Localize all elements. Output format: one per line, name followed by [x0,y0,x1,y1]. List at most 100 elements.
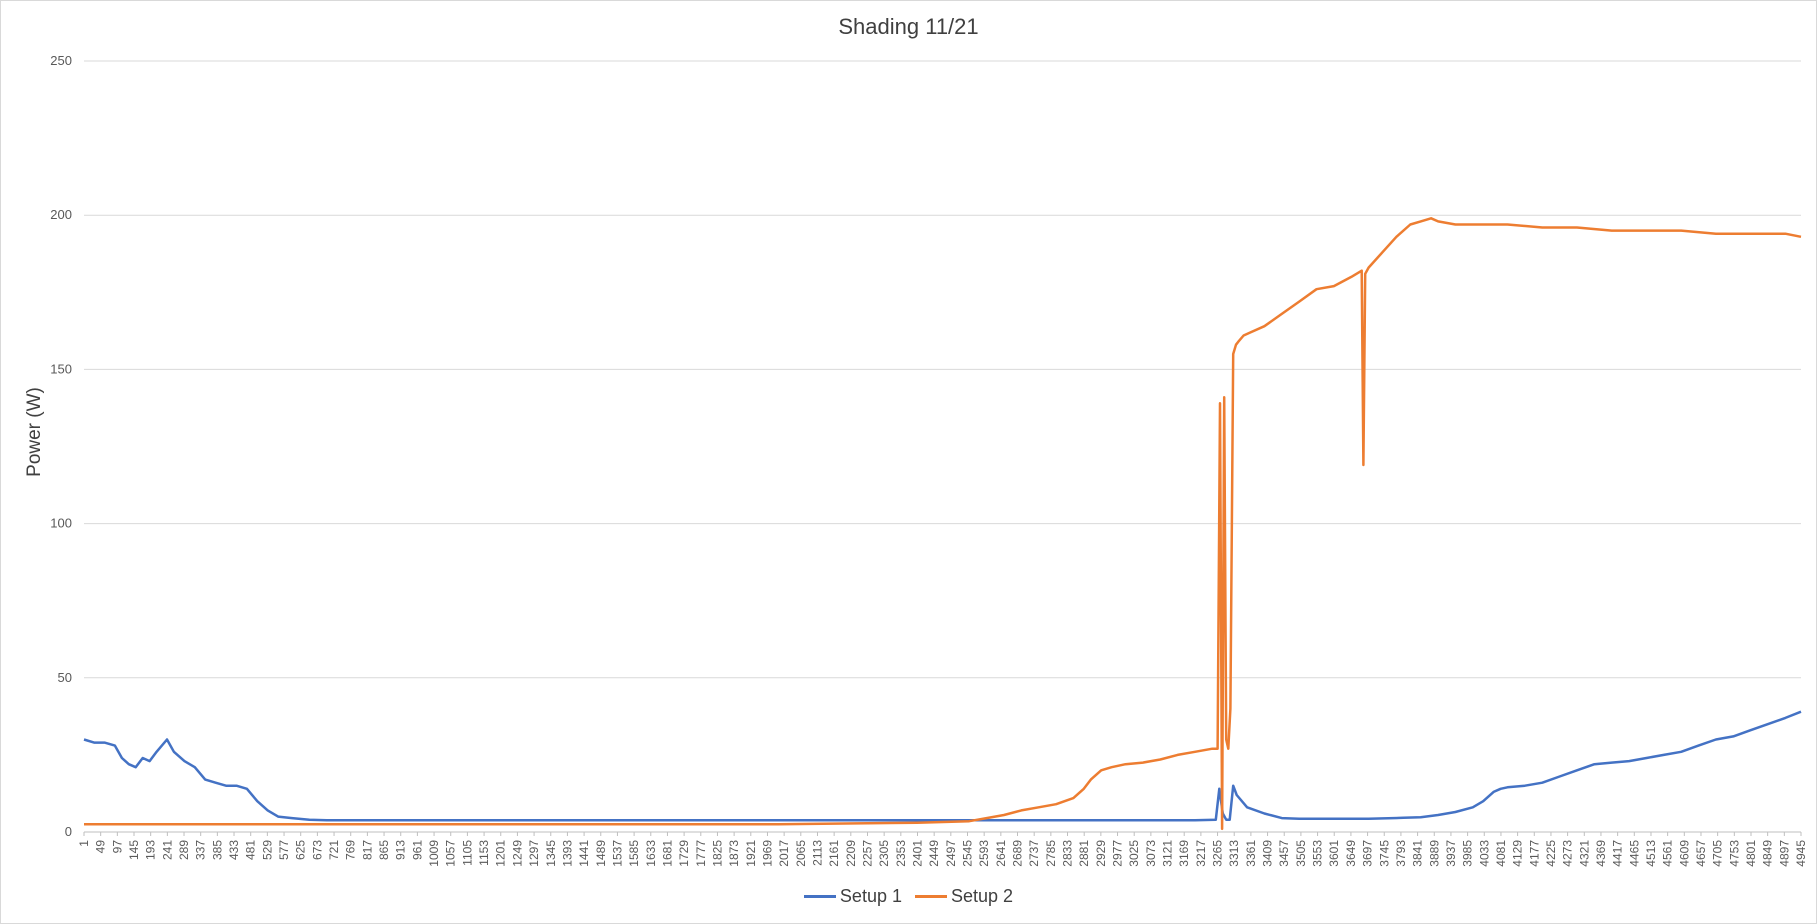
x-tick-label: 769 [344,840,358,860]
x-tick-label: 4225 [1544,840,1558,867]
x-tick-label: 3025 [1127,840,1141,867]
x-tick-label: 865 [377,840,391,860]
x-tick-label: 2497 [944,840,958,867]
x-tick-label: 1201 [494,840,508,867]
x-tick-label: 3265 [1211,840,1225,867]
x-tick-label: 481 [244,840,258,860]
x-tick-label: 2545 [961,840,975,867]
x-tick-label: 2737 [1027,840,1041,867]
x-tick-label: 913 [394,840,408,860]
chart-title: Shading 11/21 [838,14,979,39]
x-tick-label: 2017 [777,840,791,867]
x-tick-label: 1393 [560,840,574,867]
legend-item-setup-2: Setup 2 [915,886,1013,907]
legend-label-setup-1: Setup 1 [839,886,902,906]
x-tick-label: 3937 [1444,840,1458,867]
y-tick-label: 100 [50,516,72,531]
x-tick-label: 673 [310,840,324,860]
x-tick-label: 3985 [1461,840,1475,867]
x-tick-label: 4513 [1644,840,1658,867]
legend-swatch-setup-1 [803,895,836,898]
x-tick-label: 3601 [1327,840,1341,867]
x-tick-label: 2305 [877,840,891,867]
x-tick-label: 3121 [1161,840,1175,867]
x-tick-label: 4321 [1577,840,1591,867]
x-tick-label: 2929 [1094,840,1108,867]
x-tick-label: 145 [127,840,141,860]
x-tick-label: 4897 [1777,840,1791,867]
x-tick-label: 4465 [1627,840,1641,867]
x-tick-label: 4849 [1761,840,1775,867]
x-tick-label: 1441 [577,840,591,867]
x-tick-label: 1777 [694,840,708,867]
x-tick-label: 337 [194,840,208,860]
x-tick-label: 3169 [1177,840,1191,867]
x-tick-label: 2881 [1077,840,1091,867]
x-tick-label: 1825 [710,840,724,867]
x-tick-label: 1057 [444,840,458,867]
x-tick-label: 3553 [1311,840,1325,867]
x-tick-label: 2593 [977,840,991,867]
x-tick-label: 4753 [1727,840,1741,867]
x-tick-label: 3313 [1227,840,1241,867]
x-tick-label: 529 [260,840,274,860]
x-tick-label: 2689 [1011,840,1025,867]
x-tick-label: 4801 [1744,840,1758,867]
legend-item-setup-1: Setup 1 [803,886,902,907]
x-tick-label: 2353 [894,840,908,867]
x-tick-label: 4561 [1661,840,1675,867]
x-tick-label: 1585 [627,840,641,867]
x-tick-label: 4705 [1711,840,1725,867]
x-tick-label: 1681 [660,840,674,867]
x-tick-label: 1105 [460,840,474,866]
x-tick-label: 1537 [610,840,624,867]
x-tick-label: 1921 [744,840,758,867]
x-tick-label: 1633 [644,840,658,867]
x-tick-label: 1345 [544,840,558,867]
x-tick-label: 1153 [477,840,491,866]
x-tick-label: 1873 [727,840,741,867]
x-tick-label: 4177 [1527,840,1541,867]
x-tick-label: 1729 [677,840,691,867]
x-tick-label: 3697 [1361,840,1375,867]
grid-lines [84,60,1801,833]
x-tick-label: 4369 [1594,840,1608,867]
x-tick-label: 4609 [1677,840,1691,867]
legend: Setup 1 Setup 2 [0,882,1817,907]
x-tick-label: 3505 [1294,840,1308,867]
x-tick-label: 3217 [1194,840,1208,867]
x-tick-label: 3649 [1344,840,1358,867]
x-tick-label: 2449 [927,840,941,867]
x-tick-label: 625 [294,840,308,860]
x-tick-label: 3073 [1144,840,1158,867]
series-line-setup-1 [83,710,1802,822]
x-tick-label: 961 [410,840,424,860]
x-tick-label: 49 [94,840,108,854]
x-tick-label: 1249 [510,840,524,867]
x-tick-label: 4417 [1611,840,1625,867]
x-tick-label: 4273 [1561,840,1575,867]
x-tick-label: 2977 [1111,840,1125,867]
x-tick-label: 4033 [1477,840,1491,867]
series-lines [83,217,1802,831]
x-tick-label: 721 [327,840,341,860]
legend-swatch-setup-2 [915,895,947,898]
y-tick-label: 250 [50,53,72,68]
x-tick-label: 2641 [994,840,1008,867]
x-tick-label: 4129 [1511,840,1525,867]
x-tick-label: 1489 [594,840,608,867]
x-tick-label: 3745 [1377,840,1391,867]
x-tick-label: 1969 [760,840,774,867]
x-tick-label: 97 [110,840,124,854]
y-tick-label: 200 [50,207,72,222]
y-axis-label: Power (W) [24,387,45,477]
x-tick-label: 2833 [1061,840,1075,867]
x-tick-label: 4945 [1794,840,1808,867]
y-tick-label: 0 [65,824,72,839]
x-tick-label: 1009 [427,840,441,867]
x-tick-label: 3793 [1394,840,1408,867]
x-tick-label: 4657 [1694,840,1708,867]
x-tick-labels: 1 49 97 145 193 241 289 337 385 433 481 529 577 625 67… [77,832,1808,867]
x-tick-label: 385 [210,840,224,860]
